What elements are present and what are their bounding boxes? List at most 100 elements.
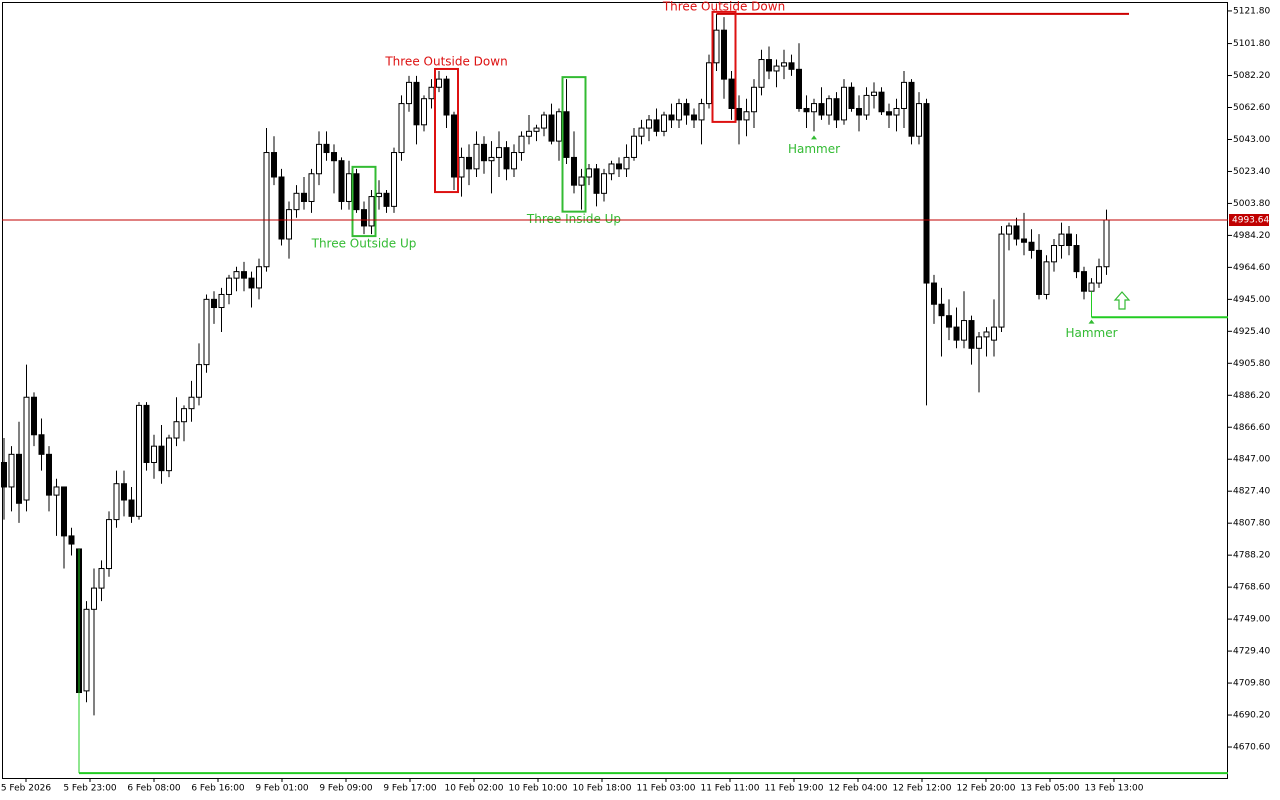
candle-body xyxy=(638,127,645,137)
candle-body xyxy=(646,119,652,129)
y-tick-label: 4788.20 xyxy=(1233,551,1270,561)
candle-body xyxy=(241,271,247,279)
candle-body xyxy=(593,168,600,194)
candle-body xyxy=(796,68,802,109)
y-tick-label: 5043.00 xyxy=(1233,135,1270,145)
candle-body xyxy=(608,163,615,175)
candle-body xyxy=(818,103,825,116)
candle-body xyxy=(728,78,735,109)
pattern-label: Three Outside Up xyxy=(311,237,417,251)
candle-body xyxy=(106,519,112,570)
candle-body xyxy=(481,143,487,162)
candle-body xyxy=(368,196,375,227)
pattern-label: Three Inside Up xyxy=(526,212,621,226)
candle-body xyxy=(908,81,915,137)
candle-body xyxy=(1081,271,1087,292)
current-price-box xyxy=(1229,214,1269,227)
candle-body xyxy=(391,152,397,207)
candle-body xyxy=(121,483,127,501)
candle-body xyxy=(46,453,52,496)
candle-body xyxy=(331,152,337,162)
candle-body xyxy=(406,81,412,105)
candle-body xyxy=(668,114,675,121)
candle-body xyxy=(886,111,892,116)
candle-body xyxy=(826,98,832,116)
hammer-arrow xyxy=(1088,319,1095,324)
x-tick-label: 11 Feb 19:00 xyxy=(764,784,823,794)
candle-body xyxy=(1103,219,1110,268)
candle-body xyxy=(526,130,532,137)
candle-body xyxy=(698,103,705,121)
candle-body xyxy=(578,176,585,186)
candle-body xyxy=(473,143,480,170)
candle-body xyxy=(323,143,330,154)
x-tick-label: 10 Feb 18:00 xyxy=(572,784,631,794)
x-tick-label: 11 Feb 03:00 xyxy=(636,784,695,794)
y-tick-label: 4925.40 xyxy=(1233,327,1270,337)
candle-body xyxy=(443,78,450,116)
candle-body xyxy=(683,103,690,116)
candle-body xyxy=(1006,225,1012,235)
candle-body xyxy=(1058,233,1065,247)
candle-body xyxy=(196,364,202,398)
pattern-label: Hammer xyxy=(788,142,840,156)
candle-body xyxy=(68,535,75,545)
candle-body xyxy=(878,91,885,113)
pattern-box xyxy=(711,10,737,123)
candle-body xyxy=(8,453,15,488)
candle-body xyxy=(631,135,637,158)
candle-body xyxy=(901,81,907,109)
candle-body xyxy=(571,156,577,186)
candle-body xyxy=(166,437,172,472)
x-tick-label: 5 Feb 2026 xyxy=(1,784,52,794)
y-tick-label: 4964.60 xyxy=(1233,263,1270,273)
candle-body xyxy=(511,152,517,170)
candle-body xyxy=(203,298,210,366)
candle-body xyxy=(1051,245,1057,263)
candle-body xyxy=(218,293,225,309)
candle-body xyxy=(938,303,945,317)
candle-body xyxy=(113,483,120,521)
candle-body xyxy=(151,445,157,463)
candle-body xyxy=(736,107,742,121)
x-tick-label: 12 Feb 04:00 xyxy=(828,784,887,794)
candle-body xyxy=(1036,249,1042,295)
candle-body xyxy=(991,326,997,341)
y-tick-label: 4866.60 xyxy=(1233,423,1270,433)
candle-body xyxy=(143,404,150,463)
x-tick-label: 10 Feb 02:00 xyxy=(444,784,503,794)
candle-body xyxy=(91,587,97,610)
y-tick-label: 4984.20 xyxy=(1233,231,1270,241)
y-tick-label: 4749.00 xyxy=(1233,615,1270,625)
candle-body xyxy=(301,192,307,202)
candle-body xyxy=(128,499,135,517)
candle-body xyxy=(1066,233,1072,247)
candle-body xyxy=(421,98,427,126)
candle-body xyxy=(23,396,30,501)
y-tick-label: 5003.80 xyxy=(1233,199,1270,209)
pattern-box xyxy=(351,165,377,238)
pattern-label: Hammer xyxy=(1065,326,1117,340)
candle-body xyxy=(811,103,817,113)
y-tick-label: 4847.00 xyxy=(1233,455,1270,465)
candle-body xyxy=(271,152,277,178)
candle-body xyxy=(1088,282,1095,292)
y-tick-label: 5101.80 xyxy=(1233,39,1270,49)
candle-body xyxy=(53,486,60,496)
y-tick-label: 5082.20 xyxy=(1233,71,1270,81)
x-tick-label: 13 Feb 05:00 xyxy=(1020,784,1079,794)
y-tick-label: 5023.40 xyxy=(1233,167,1270,177)
candle-body xyxy=(458,156,465,178)
candle-body xyxy=(1021,238,1027,243)
candle-body xyxy=(706,62,712,105)
candle-body xyxy=(751,86,757,113)
candle-body xyxy=(616,163,622,170)
candle-body xyxy=(946,315,952,328)
x-tick-label: 10 Feb 10:00 xyxy=(508,784,567,794)
candle-body xyxy=(466,156,472,170)
x-tick-label: 6 Feb 16:00 xyxy=(191,784,245,794)
candle-body xyxy=(1096,266,1102,284)
candle-body xyxy=(1073,245,1080,273)
hammer-arrow xyxy=(811,135,817,140)
x-tick-label: 11 Feb 11:00 xyxy=(700,784,759,794)
